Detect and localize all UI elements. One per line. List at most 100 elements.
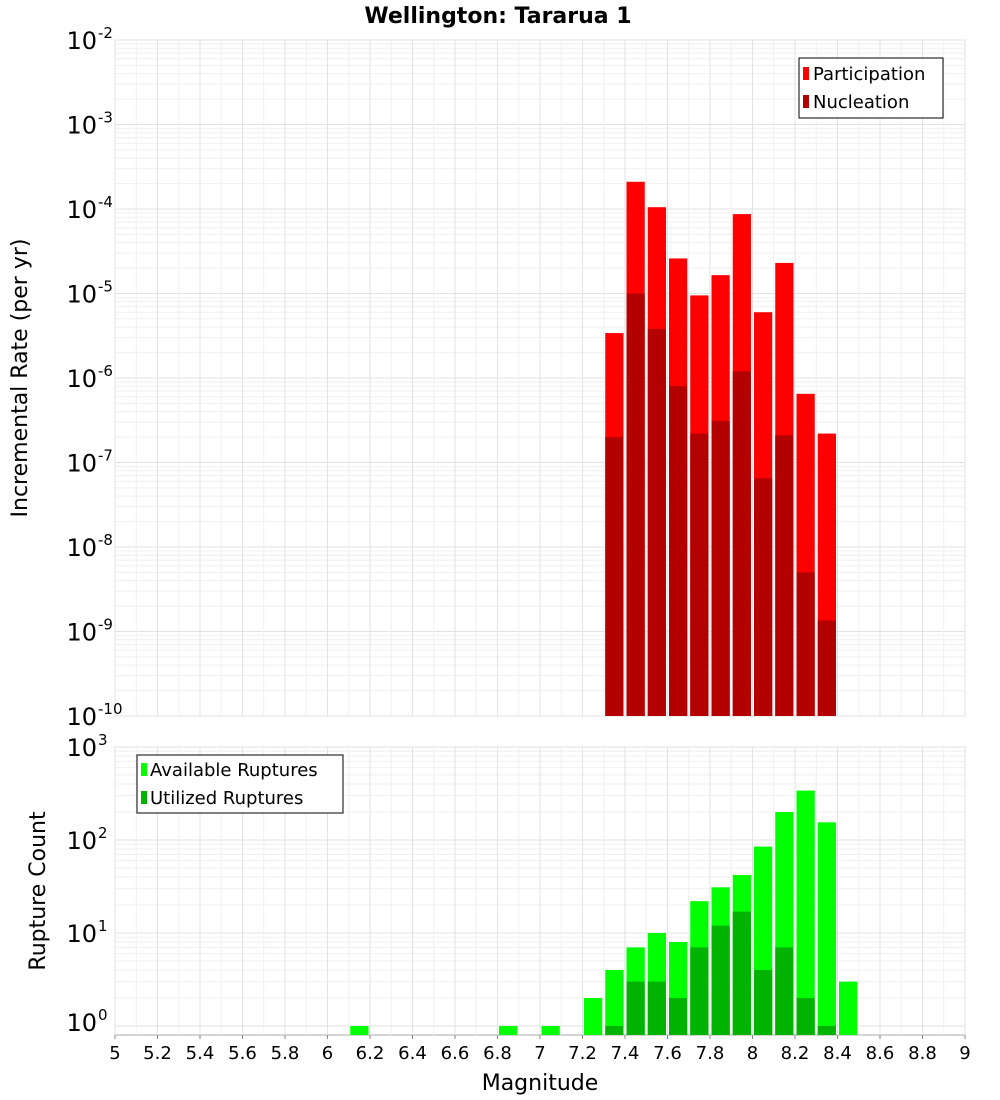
nucleation-bar [775,435,794,716]
x-tick-label: 8.4 [823,1043,852,1064]
rate-y-axis-label: Incremental Rate (per yr) [8,239,33,518]
y-tick-exponent: -10 [98,700,123,718]
y-tick-exponent: 2 [98,824,108,842]
x-tick-label: 7.4 [611,1043,640,1064]
nucleation-legend-label: Nucleation [813,92,909,113]
x-tick-label: 5.2 [143,1043,172,1064]
x-tick-label: 5.4 [186,1043,215,1064]
available-bar [541,1025,560,1035]
utilized-bar [775,947,794,1035]
nucleation-bar [690,433,709,716]
y-tick-label: 10 [66,703,97,731]
utilized-legend-swatch [141,791,147,804]
utilized-bar [817,1025,836,1035]
y-tick-label: 10 [66,196,97,224]
rate-y-ticks: 10-210-310-410-510-610-710-810-910-10 [66,24,122,731]
utilized-bar [754,969,773,1035]
y-tick-label: 10 [66,619,97,647]
y-tick-label: 10 [66,920,97,948]
utilized-bar [605,1025,624,1035]
y-tick-exponent: -7 [98,447,113,465]
x-tick-label: 6 [322,1043,333,1064]
nucleation-bar [754,478,773,716]
nucleation-bar [796,572,815,716]
available-bar [796,790,815,1035]
available-bar [584,997,603,1035]
x-tick-label: 6.4 [398,1043,427,1064]
x-tick-label: 5.6 [228,1043,257,1064]
available-legend-label: Available Ruptures [150,760,318,781]
utilized-bar [796,997,815,1035]
participation-legend-swatch [803,67,809,80]
x-tick-label: 8.8 [908,1043,937,1064]
available-bar [817,822,836,1035]
nucleation-bar [605,437,624,716]
y-tick-exponent: 1 [98,917,108,935]
available-bar [350,1025,369,1035]
nucleation-bar [669,386,688,716]
y-tick-label: 10 [66,281,97,309]
available-legend-swatch [141,763,147,776]
nucleation-bar [626,293,645,716]
x-tick-label: 7.6 [653,1043,682,1064]
x-tick-label: 6.2 [356,1043,385,1064]
utilized-bar [647,981,666,1035]
x-tick-label: 5.8 [271,1043,300,1064]
rate-panel: 10-210-310-410-510-610-710-810-910-10 In… [8,24,966,731]
x-tick-label: 5 [109,1043,120,1064]
nucleation-bar [711,420,730,716]
y-tick-exponent: -4 [98,193,113,211]
utilized-bar [711,925,730,1035]
y-tick-label: 10 [66,450,97,478]
y-tick-label: 10 [66,827,97,855]
rate-grid [114,39,966,717]
x-tick-label: 9 [959,1043,970,1064]
y-tick-exponent: -3 [98,109,113,127]
y-tick-exponent: -9 [98,616,113,634]
nucleation-legend-swatch [803,95,809,108]
rate-legend: Participation Nucleation [798,57,944,119]
y-tick-label: 10 [66,112,97,140]
utilized-bar [669,997,688,1035]
count-legend: Available Ruptures Utilized Ruptures [136,754,344,814]
y-tick-exponent: 0 [98,1006,108,1024]
x-tick-label: 7.8 [696,1043,725,1064]
x-tick-label: 8 [747,1043,758,1064]
x-tick-label: 6.8 [483,1043,512,1064]
chart-title: Wellington: Tararua 1 [364,4,631,29]
y-tick-label: 10 [66,27,97,55]
available-bar [839,981,858,1035]
y-tick-label: 10 [66,534,97,562]
count-y-axis-label: Rupture Count [26,811,51,971]
available-bar [605,969,624,1035]
rate-bars [605,181,836,717]
participation-legend-label: Participation [813,64,925,85]
nucleation-bar [817,620,836,716]
x-tick-label: 8.6 [866,1043,895,1064]
nucleation-bar [647,329,666,716]
count-bars [350,790,858,1035]
rate-legend-box [798,57,944,119]
utilized-legend-label: Utilized Ruptures [150,788,303,809]
available-bar [499,1025,518,1035]
x-axis-label: Magnitude [482,1071,599,1096]
x-tick-label: 8.2 [781,1043,810,1064]
y-tick-exponent: -2 [98,24,113,42]
y-tick-label: 10 [66,365,97,393]
y-tick-label: 10 [66,1009,97,1037]
count-x-ticks: 5 5.2 5.4 5.6 5.8 6 6.2 6.4 6.6 6.8 7 7.2 7.4 7.6 7.8 8… [109,1035,971,1064]
x-tick-label: 7 [534,1043,545,1064]
utilized-bar [732,911,751,1035]
utilized-bar [690,947,709,1035]
utilized-bar [626,981,645,1035]
count-legend-box [136,754,344,814]
y-tick-label: 10 [66,734,97,762]
x-tick-label: 6.6 [441,1043,470,1064]
y-tick-exponent: -5 [98,278,113,296]
y-tick-exponent: -6 [98,362,113,380]
x-tick-label: 7.2 [568,1043,597,1064]
y-tick-exponent: 3 [98,731,108,749]
nucleation-bar [732,371,751,716]
